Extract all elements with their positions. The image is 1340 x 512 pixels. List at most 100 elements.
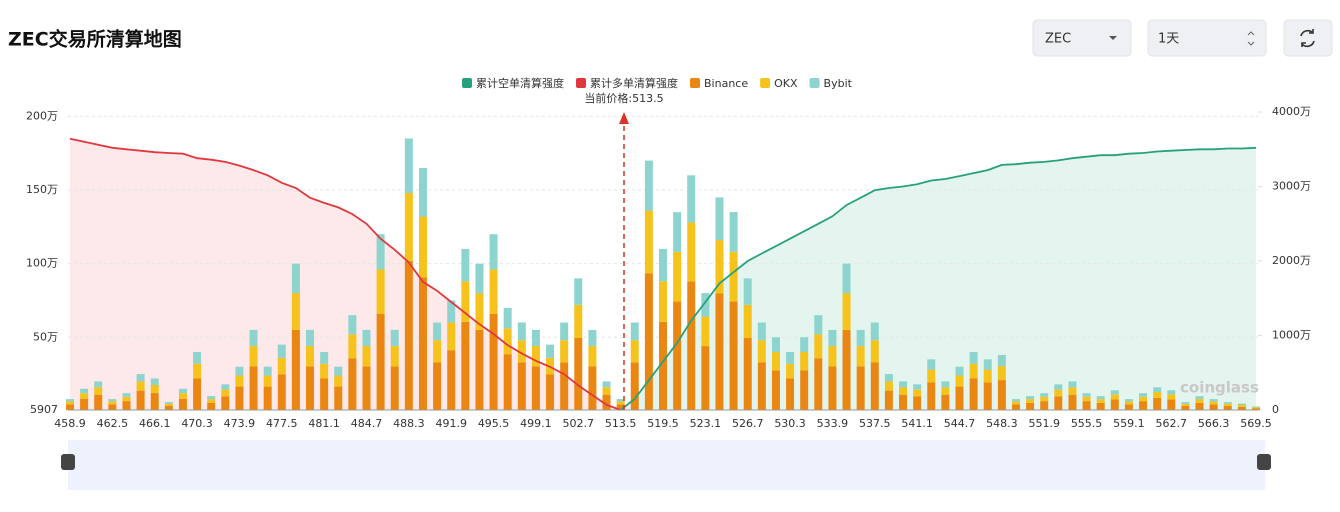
bar-segment: [178, 388, 187, 394]
bar-segment: [320, 378, 329, 410]
bar-segment: [757, 362, 766, 410]
bar-segment: [306, 346, 315, 367]
bar-segment: [1237, 404, 1246, 407]
legend-swatch: [576, 78, 586, 88]
bar-segment: [108, 404, 117, 410]
x-tick-label: 533.9: [817, 417, 849, 430]
bar-segment: [1110, 394, 1119, 400]
bar-segment: [1068, 381, 1077, 388]
x-tick-label: 566.3: [1198, 417, 1230, 430]
bar-segment: [517, 362, 526, 410]
bar-segment: [588, 329, 597, 347]
bar-segment: [588, 346, 597, 367]
bar-segment: [418, 167, 427, 217]
bar-segment: [715, 293, 724, 410]
watermark: coinglass: [1180, 379, 1259, 397]
select-value[interactable]: 1天: [1158, 32, 1179, 47]
x-tick-label: 544.7: [944, 417, 976, 430]
bar-segment: [1195, 396, 1204, 400]
bar-segment: [687, 175, 696, 223]
bar-segment: [263, 366, 272, 376]
interval-select[interactable]: 1天: [1147, 19, 1267, 57]
bar-segment: [433, 362, 442, 410]
bar-segment: [1252, 408, 1260, 410]
bar-segment: [884, 374, 893, 382]
bar-segment: [870, 322, 879, 341]
zoom-slider[interactable]: [68, 440, 1265, 490]
bar-segment: [786, 378, 795, 410]
bar-segment: [1082, 393, 1091, 397]
bar-segment: [178, 393, 187, 399]
bar-segment: [983, 382, 992, 410]
button-box[interactable]: [1283, 19, 1333, 57]
bar-segment: [221, 396, 230, 410]
bar-segment: [630, 340, 639, 363]
bar-segment: [786, 351, 795, 364]
bar-segment: [771, 370, 780, 410]
bar-segment: [404, 138, 413, 193]
bar-segment: [1054, 384, 1063, 390]
y-tick-label: 100万: [26, 257, 58, 270]
x-tick-label: 555.5: [1071, 417, 1103, 430]
bar-segment: [94, 381, 103, 388]
bar-segment: [1026, 396, 1035, 400]
bar-segment: [277, 357, 286, 375]
bar-segment: [941, 394, 950, 410]
y-tick-label: 150万: [26, 183, 58, 196]
bar-segment: [80, 393, 89, 399]
slider-handle[interactable]: [61, 454, 75, 470]
x-tick-label: 481.1: [308, 417, 340, 430]
bar-segment: [531, 346, 540, 367]
refresh-icon[interactable]: [1300, 29, 1315, 48]
bar-segment: [66, 404, 74, 410]
bar-segment: [1096, 396, 1105, 400]
select-box[interactable]: [1032, 19, 1132, 57]
bar-segment: [602, 394, 611, 410]
page-title: ZEC交易所清算地图: [8, 28, 182, 51]
bar-segment: [1223, 403, 1232, 407]
bar-segment: [673, 301, 682, 410]
bar-segment: [376, 269, 385, 314]
refresh-button[interactable]: [1283, 19, 1333, 57]
bar-segment: [899, 394, 908, 410]
bar-segment: [489, 234, 498, 270]
bar-segment: [320, 363, 329, 379]
bar-segment: [376, 313, 385, 410]
bar-segment: [249, 346, 258, 367]
bar-segment: [616, 399, 625, 402]
bar-segment: [1209, 404, 1218, 410]
bar-segment: [715, 197, 724, 241]
legend-swatch: [690, 78, 700, 88]
bar-segment: [800, 337, 809, 352]
bar-segment: [997, 366, 1006, 381]
legend-label: Bybit: [824, 77, 853, 90]
bar-segment: [1124, 404, 1133, 410]
bar-segment: [348, 358, 357, 410]
x-tick-label: 537.5: [859, 417, 891, 430]
bar-segment: [1209, 401, 1218, 405]
bar-segment: [306, 366, 315, 410]
x-tick-label: 488.3: [393, 417, 425, 430]
symbol-select[interactable]: ZEC: [1032, 19, 1132, 57]
bar-segment: [1011, 404, 1020, 410]
bar-segment: [1068, 387, 1077, 395]
bar-segment: [1054, 396, 1063, 410]
slider-handle[interactable]: [1257, 454, 1271, 470]
bar-segment: [517, 322, 526, 341]
bar-segment: [334, 375, 343, 387]
bar-segment: [503, 354, 512, 410]
bar-segment: [1223, 402, 1232, 404]
bar-segment: [884, 381, 893, 391]
select-box[interactable]: [1147, 19, 1267, 57]
select-value[interactable]: ZEC: [1045, 32, 1071, 47]
y2-tick-label: 3000万: [1272, 180, 1311, 193]
bar-segment: [475, 293, 484, 330]
bar-segment: [221, 384, 230, 390]
y2-tick-label: 4000万: [1272, 105, 1311, 118]
bar-segment: [955, 386, 964, 410]
bar-segment: [899, 387, 908, 395]
x-tick-label: 562.7: [1156, 417, 1188, 430]
bar-segment: [588, 366, 597, 410]
bar-segment: [80, 398, 89, 410]
bar-segment: [207, 402, 216, 410]
